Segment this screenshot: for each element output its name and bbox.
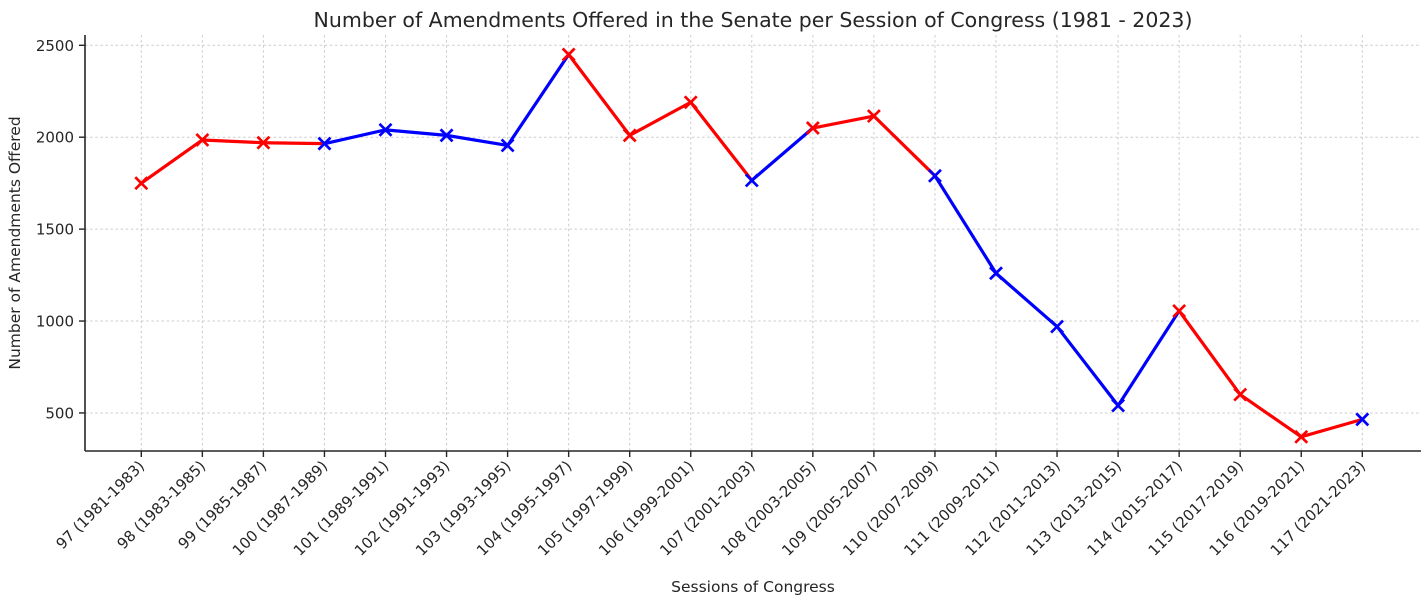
- data-point-marker: [1050, 319, 1065, 334]
- y-tick-label: 1000: [36, 313, 74, 331]
- data-point-marker: [744, 173, 759, 188]
- line-segment: [1055, 324, 1120, 408]
- line-segment: [383, 128, 449, 137]
- data-point-marker: [927, 168, 942, 183]
- data-point-marker: [1172, 303, 1187, 318]
- line-segment: [200, 138, 265, 145]
- data-point-marker: [439, 128, 454, 143]
- line-segment: [994, 271, 1059, 329]
- line-segment: [139, 138, 204, 185]
- data-point-marker: [805, 121, 820, 135]
- grid: [85, 35, 1421, 451]
- data-point-marker: [500, 138, 515, 153]
- y-tick-label: 1500: [36, 221, 74, 239]
- data-point-marker: [1233, 387, 1248, 402]
- data-series: [139, 52, 1364, 439]
- line-segment: [689, 100, 754, 183]
- line-segment: [1177, 309, 1242, 397]
- y-tick-label: 2000: [36, 129, 74, 147]
- data-point-marker: [622, 128, 637, 143]
- data-point-marker: [561, 47, 576, 62]
- line-segment: [506, 52, 571, 148]
- data-point-marker: [256, 135, 271, 150]
- line-segment: [811, 114, 876, 130]
- y-tick-label: 500: [45, 404, 74, 422]
- line-segment: [261, 141, 327, 146]
- line-segment: [933, 174, 998, 275]
- data-markers: [134, 47, 1370, 444]
- y-axis-label: Number of Amendments Offered: [6, 116, 24, 369]
- data-point-marker: [1294, 429, 1309, 444]
- line-segment: [1238, 392, 1303, 439]
- chart-title: Number of Amendments Offered in the Sena…: [314, 8, 1193, 32]
- data-point-marker: [1355, 412, 1370, 427]
- data-point-marker: [195, 133, 210, 147]
- data-point-marker: [989, 266, 1003, 281]
- data-point-marker: [866, 109, 881, 124]
- data-point-marker: [134, 176, 149, 191]
- x-axis-label: Sessions of Congress: [671, 578, 835, 596]
- line-segment: [567, 52, 632, 137]
- data-point-marker: [1111, 398, 1126, 413]
- line-segment: [628, 100, 693, 137]
- line-segment: [322, 128, 388, 146]
- data-point-marker: [378, 122, 393, 137]
- y-tick-label: 2500: [36, 37, 74, 55]
- line-segment: [444, 133, 510, 148]
- data-point-marker: [683, 95, 698, 110]
- data-point-marker: [317, 136, 332, 151]
- line-segment: [1299, 417, 1364, 439]
- line-segment: [750, 126, 815, 183]
- line-segment: [872, 114, 937, 178]
- line-segment: [1116, 309, 1181, 408]
